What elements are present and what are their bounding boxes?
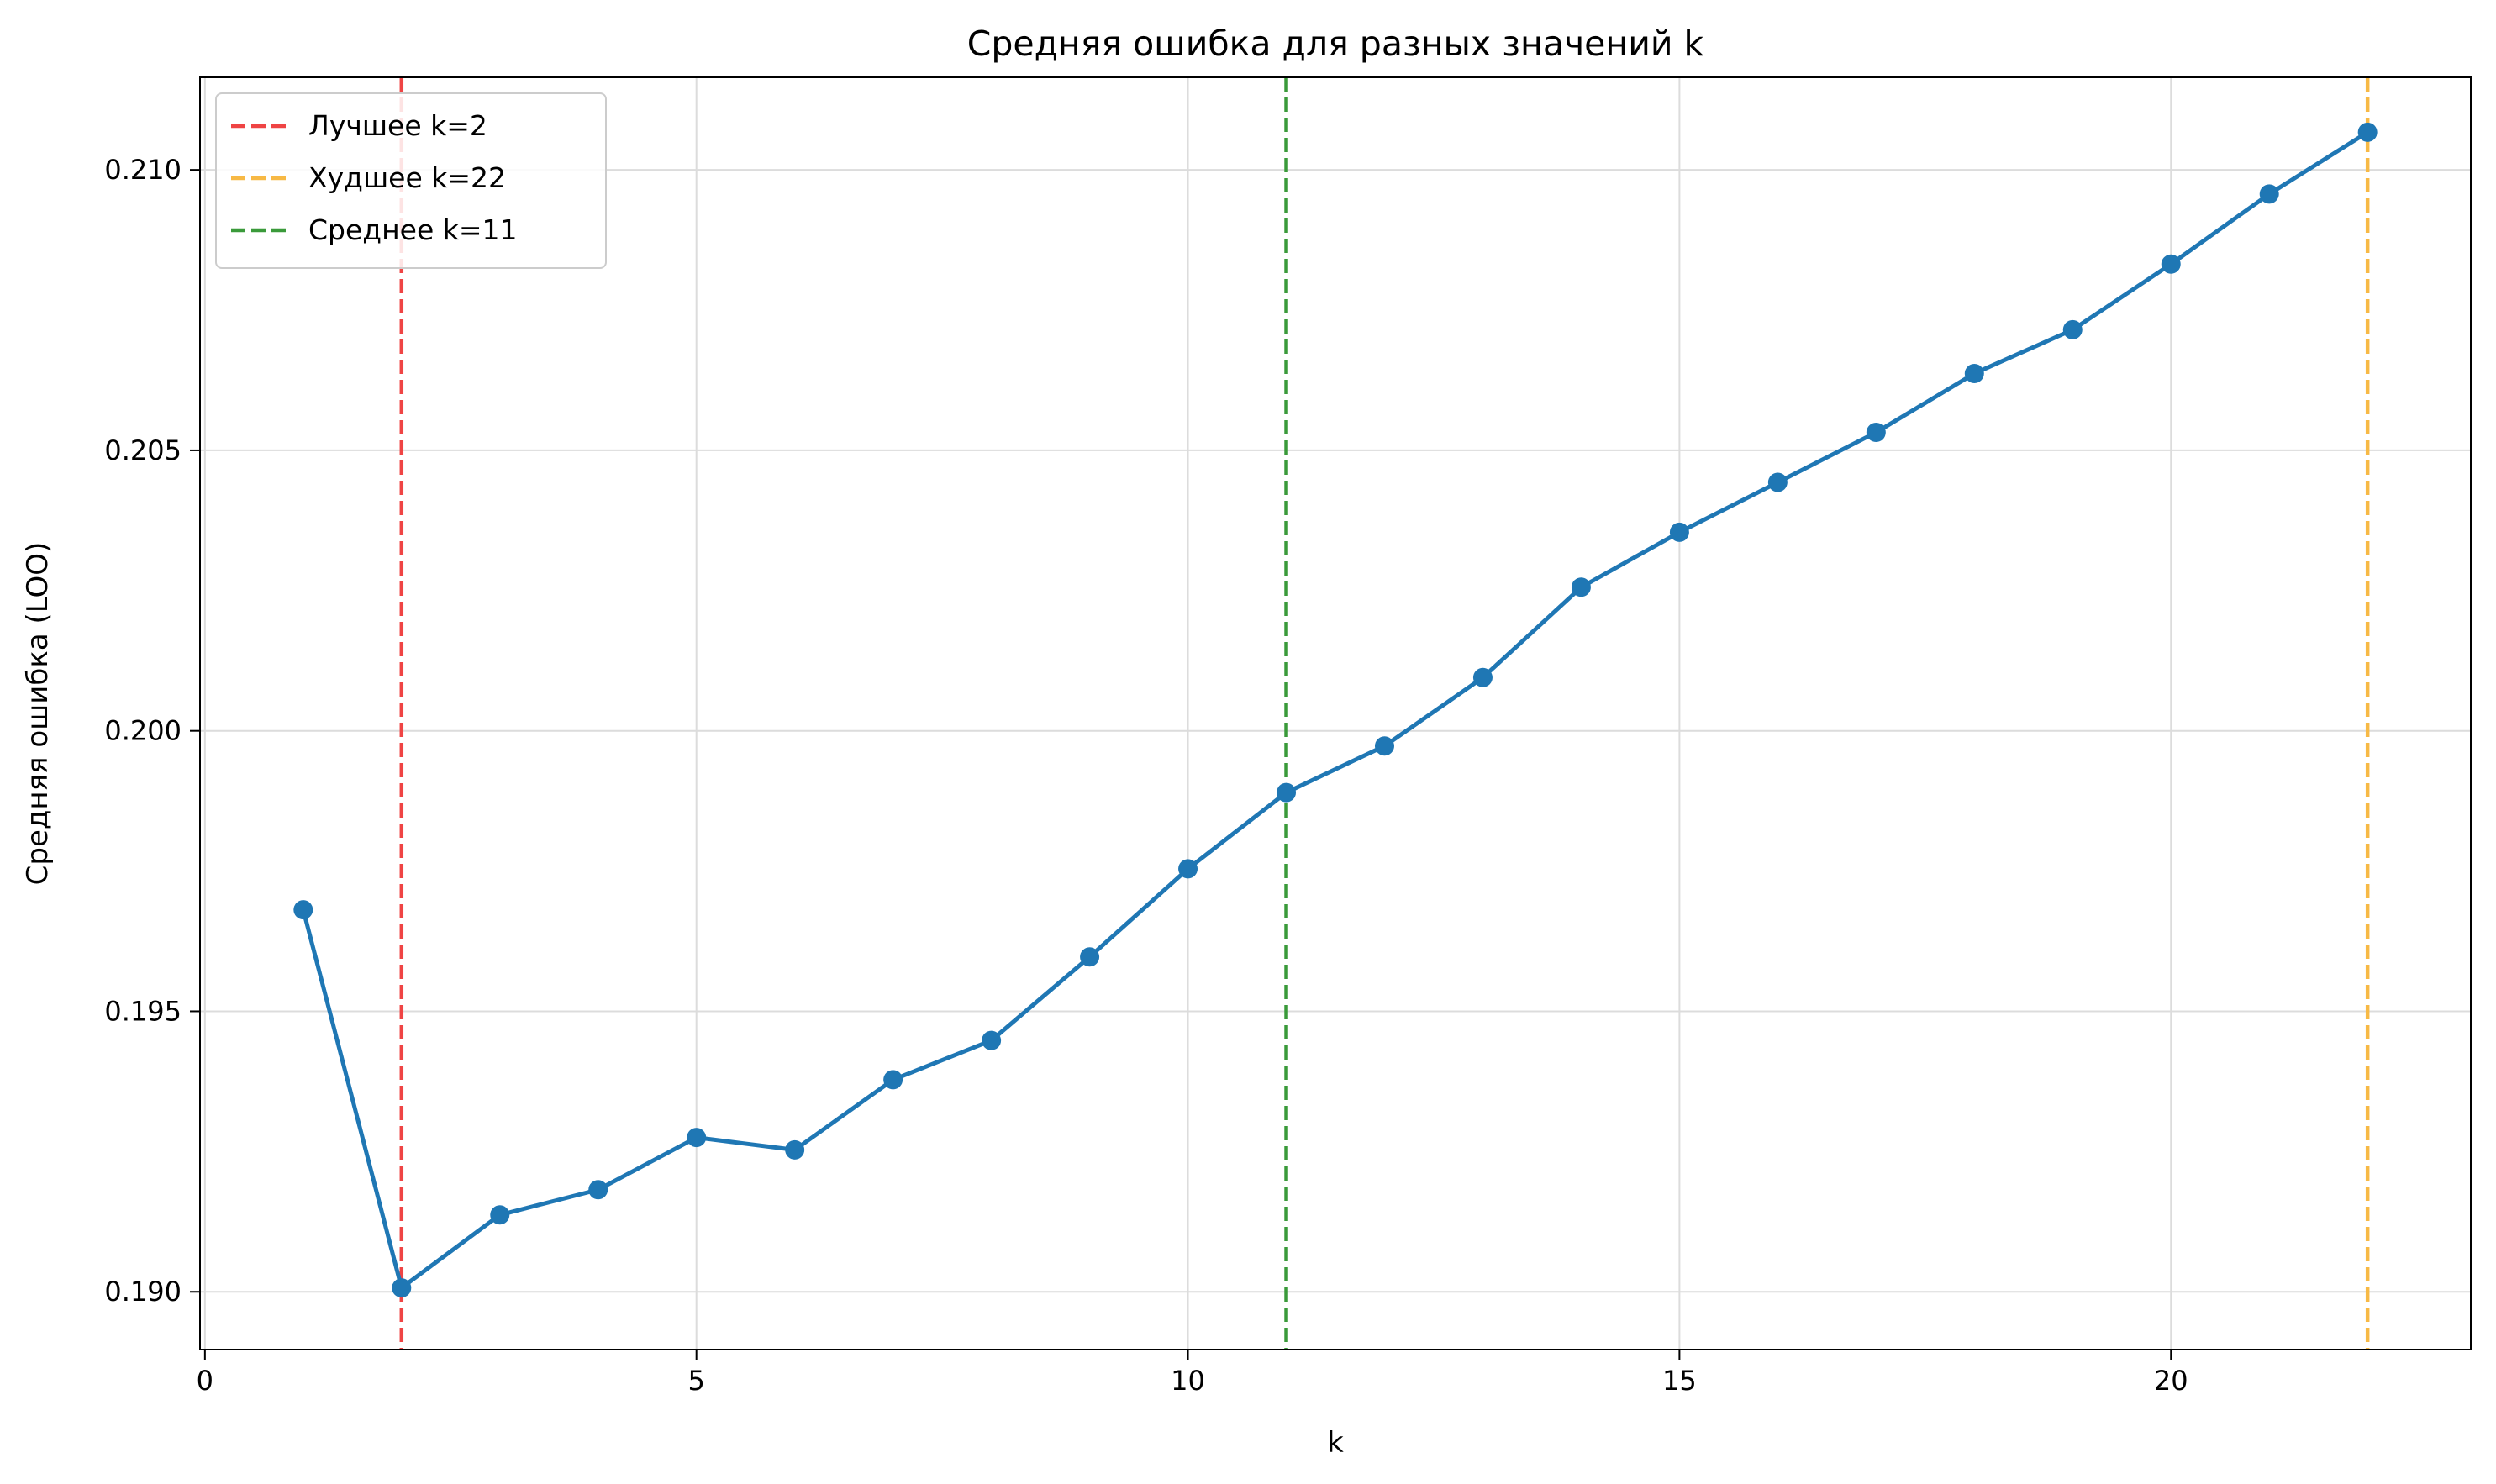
- data-point: [1472, 667, 1493, 687]
- data-point: [2357, 122, 2378, 142]
- data-point: [1669, 522, 1689, 542]
- x-axis-label: k: [1327, 1426, 1344, 1460]
- legend-entry: Худшее k=22: [308, 161, 506, 194]
- axis-ticks: 0 5 10 15 20 0.190 0.195 0.200 0.205 0.210: [104, 154, 2188, 1397]
- x-tick-label: 5: [688, 1365, 705, 1397]
- data-point: [1277, 782, 1297, 803]
- x-tick-label: 0: [197, 1365, 213, 1397]
- y-tick-label: 0.190: [104, 1276, 182, 1308]
- data-point: [785, 1139, 805, 1160]
- plot-frame: [199, 76, 2472, 1350]
- x-tick-label: 20: [2154, 1365, 2188, 1397]
- data-point: [1571, 577, 1591, 597]
- data-point: [293, 900, 313, 920]
- data-point: [2259, 184, 2279, 204]
- x-tick-label: 10: [1171, 1365, 1205, 1397]
- reference-lines: [399, 77, 2370, 1350]
- data-point: [588, 1180, 608, 1200]
- legend-entry: Среднее k=11: [308, 213, 518, 246]
- data-point: [392, 1278, 412, 1298]
- y-axis-label: Средняя ошибка (LOO): [21, 542, 55, 886]
- data-point: [1964, 363, 1984, 383]
- y-tick-label: 0.205: [104, 434, 182, 466]
- data-point: [1178, 859, 1198, 879]
- data-series: [293, 122, 2378, 1298]
- y-tick-label: 0.210: [104, 154, 182, 186]
- grid: [200, 77, 2471, 1350]
- x-tick-label: 15: [1662, 1365, 1697, 1397]
- data-point: [490, 1205, 510, 1225]
- data-point: [1374, 736, 1394, 756]
- legend-entry: Лучшее k=2: [308, 109, 487, 142]
- chart-title: Средняя ошибка для разных значений k: [967, 24, 1704, 64]
- data-point: [1866, 423, 1886, 443]
- data-point: [1767, 472, 1788, 492]
- y-tick-label: 0.200: [104, 715, 182, 747]
- data-point: [982, 1030, 1002, 1050]
- data-point: [1080, 947, 1100, 967]
- data-point: [2062, 319, 2083, 339]
- y-tick-label: 0.195: [104, 995, 182, 1027]
- data-point: [883, 1070, 903, 1090]
- series-line: [301, 130, 2369, 1291]
- data-point: [687, 1128, 707, 1148]
- legend-box: [215, 92, 607, 269]
- legend: Лучшее k=2 Худшее k=22 Среднее k=11: [215, 92, 607, 269]
- data-point: [2161, 254, 2181, 274]
